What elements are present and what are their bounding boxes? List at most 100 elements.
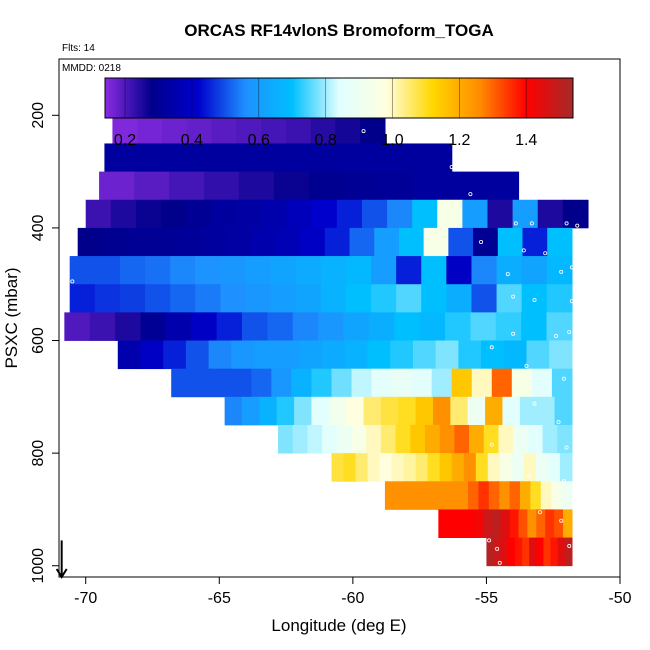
heatmap-cell — [199, 143, 232, 173]
heatmap-cell — [110, 199, 137, 229]
heatmap-cell — [115, 312, 142, 341]
heatmap-cell — [451, 453, 465, 482]
colorbar-tick-label: 1.4 — [515, 132, 537, 149]
heatmap-cell — [496, 284, 523, 313]
heatmap-cell — [349, 227, 375, 257]
heatmap-cell — [384, 481, 396, 510]
heatmap-cell — [238, 171, 275, 201]
heatmap-cell — [85, 199, 112, 229]
heatmap-bands — [64, 101, 589, 567]
date-label: MMDD: 0218 — [62, 63, 121, 74]
heatmap-cell — [495, 312, 522, 341]
heatmap-cell — [94, 256, 121, 285]
sample-point — [567, 544, 572, 549]
y-tick-label: 600 — [30, 327, 47, 354]
sample-point — [489, 442, 494, 447]
heatmap-cell — [286, 199, 313, 229]
heatmap-cell — [445, 312, 471, 341]
heatmap-cell — [487, 199, 514, 229]
heatmap-cell — [191, 368, 212, 398]
y-axis: 200 400 600 800 1000 — [30, 102, 59, 584]
colorbar — [104, 77, 574, 119]
colorbar-tick-label: 1.2 — [448, 132, 470, 149]
heatmap-cell — [546, 284, 573, 313]
y-axis-label: PSXC (mbar) — [2, 267, 21, 368]
heatmap-cell — [527, 509, 537, 538]
heatmap-cell — [470, 312, 497, 341]
heatmap-cell — [324, 227, 351, 257]
heatmap-cell — [231, 368, 252, 398]
sample-point — [537, 510, 542, 515]
heatmap-cell — [509, 481, 521, 510]
heatmap-cell — [431, 368, 453, 398]
heatmap-cell — [438, 509, 448, 538]
heatmap-cell — [403, 453, 417, 482]
heatmap-cell — [496, 256, 523, 285]
heatmap-cell — [236, 199, 263, 229]
heatmap-cell — [161, 199, 187, 229]
heatmap-cell — [119, 284, 146, 313]
heatmap-cell — [343, 171, 380, 201]
heatmap-cell — [471, 284, 498, 313]
y-tick-label: 200 — [30, 102, 47, 129]
heatmap-cell — [446, 256, 473, 285]
heatmap-cell — [502, 396, 521, 426]
sample-point — [62, 341, 67, 346]
heatmap-cell — [161, 115, 188, 144]
heatmap-cell — [486, 537, 495, 567]
heatmap-cell — [535, 453, 549, 482]
heatmap-cell — [271, 368, 293, 398]
heatmap-cell — [322, 424, 338, 454]
heatmap-cell — [390, 340, 414, 370]
heatmap-cell — [551, 368, 573, 398]
heatmap-cell — [423, 227, 449, 257]
sample-point — [575, 223, 580, 228]
heatmap-cell — [276, 340, 301, 370]
heatmap-cell — [270, 256, 297, 285]
heatmap-cell — [291, 368, 313, 398]
heatmap-cell — [395, 424, 411, 454]
heatmap-cell — [77, 227, 104, 257]
heatmap-cell — [380, 396, 399, 426]
heatmap-cell — [487, 453, 501, 482]
heatmap-cell — [522, 227, 548, 257]
heatmap-cell — [396, 256, 422, 285]
heatmap-cell — [415, 453, 429, 482]
heatmap-cell — [208, 340, 232, 370]
sample-point — [511, 294, 516, 299]
sample-point — [521, 248, 526, 253]
heatmap-cell — [251, 368, 272, 398]
x-axis: -70 -65 -60 -55 -50 — [74, 577, 632, 607]
heatmap-cell — [134, 171, 170, 201]
heatmap-cell — [320, 284, 347, 313]
y-tick-label: 800 — [30, 440, 47, 467]
heatmap-cell — [335, 115, 361, 144]
heatmap-cell — [391, 368, 413, 398]
heatmap-cell — [245, 284, 272, 313]
heatmap-cell — [471, 368, 493, 398]
heatmap-cell — [522, 537, 530, 567]
heatmap-cell — [388, 143, 421, 173]
heatmap-cell — [448, 227, 474, 257]
heatmap-cell — [380, 424, 397, 454]
heatmap-cell — [458, 340, 482, 370]
heatmap-cell — [467, 396, 486, 426]
heatmap-cell — [308, 171, 345, 201]
heatmap-cell — [511, 453, 525, 482]
heatmap-cell — [167, 143, 200, 173]
heatmap-cell — [424, 424, 441, 454]
heatmap-cell — [344, 340, 369, 370]
heatmap-cell — [225, 227, 252, 257]
heatmap-cell — [426, 481, 438, 510]
heatmap-cell — [195, 284, 221, 313]
sample-point — [543, 251, 548, 256]
sample-point — [511, 331, 516, 336]
colorbar-tick-label: 0.6 — [248, 132, 270, 149]
heatmap-cell — [367, 340, 391, 370]
heatmap-cell — [186, 199, 212, 229]
heatmap-cell — [295, 256, 322, 285]
heatmap-cell — [355, 453, 369, 482]
heatmap-cell — [391, 453, 405, 482]
heatmap-cell — [549, 340, 573, 370]
x-tick-label: -50 — [608, 590, 631, 607]
